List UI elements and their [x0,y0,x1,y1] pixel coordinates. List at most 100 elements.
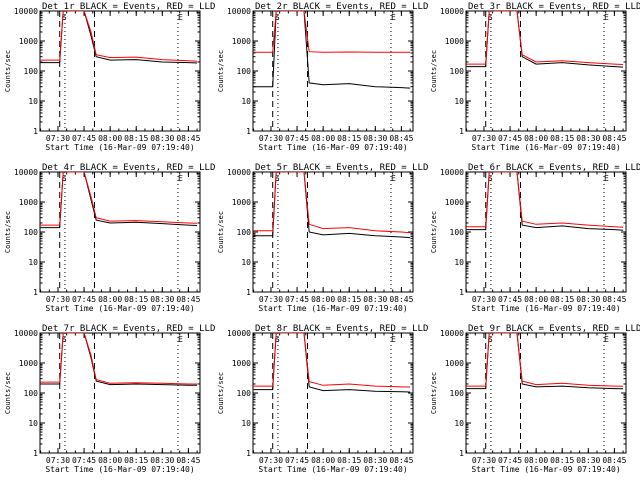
x-tick-label: 08:30 [150,456,174,465]
x-tick-label: 07:45 [498,295,522,304]
series-line-lld [253,11,411,53]
x-tick-label: 08:15 [337,456,361,465]
x-tick-label: 08:15 [124,134,148,143]
x-tick-label: 07:30 [259,456,283,465]
x-tick-label: 08:00 [311,456,335,465]
plot-frame [39,171,201,293]
y-tick-label: 100 [450,389,465,398]
panel-det-1r: Det 1r BLACK = Events, RED = LLD 1 10 100 10… [4,2,215,152]
y-tick-label: 100 [24,389,39,398]
x-tick-label: 08:00 [311,134,335,143]
x-tick-label: 08:00 [311,295,335,304]
y-tick-label: 10000 [14,7,38,16]
y-tick-label: 10000 [440,168,464,177]
x-tick-label: 07:30 [259,295,283,304]
x-axis-label: Start Time (16-Mar-09 07:19:40) [471,465,620,474]
x-tick-label: 07:45 [498,456,522,465]
plot-frame [252,332,414,454]
panel-title: Det 1r BLACK = Events, RED = LLD [42,2,215,12]
y-axis-label: Counts/sec [4,50,12,92]
plot-frame [465,10,627,132]
series-line-events [40,172,198,229]
x-tick-label: 08:15 [124,295,148,304]
x-tick-label: 08:45 [389,456,413,465]
panel-title: Det 8r BLACK = Events, RED = LLD [255,324,428,334]
panel-det-4r: Det 4r BLACK = Events, RED = LLD 1 10 100 10… [4,163,215,313]
y-tick-label: 1 [246,449,251,458]
x-tick-label: 08:45 [389,295,413,304]
end-marker-label: E [178,13,183,22]
x-tick-label: 08:00 [524,134,548,143]
end-marker-label: E [178,335,183,344]
x-axis-label: Start Time (16-Mar-09 07:19:40) [45,304,194,313]
start-marker-label: S [62,335,67,344]
series-line-events [253,172,411,239]
y-tick-label: 1 [246,288,251,297]
x-tick-label: 07:45 [72,134,96,143]
series-line-lld [253,333,411,388]
series-line-events [466,11,624,68]
end-marker-label: E [178,174,183,183]
y-tick-label: 10000 [227,168,251,177]
panel-det-3r: Det 3r BLACK = Events, RED = LLD 1 10 100 10… [430,2,640,152]
x-tick-label: 07:30 [46,456,70,465]
start-marker-label: S [275,335,280,344]
y-tick-label: 1000 [445,198,464,207]
plot-frame [39,10,201,132]
x-axis-label: Start Time (16-Mar-09 07:19:40) [45,143,194,152]
y-axis-label: Counts/sec [4,211,12,253]
panel-title: Det 4r BLACK = Events, RED = LLD [42,163,215,173]
y-tick-label: 1000 [445,37,464,46]
y-tick-label: 10000 [440,7,464,16]
y-tick-label: 100 [237,389,252,398]
plot-frame [252,171,414,293]
y-tick-label: 1000 [232,37,251,46]
y-axis-label: Counts/sec [430,372,438,414]
y-tick-label: 1000 [19,359,38,368]
panel-det-6r: Det 6r BLACK = Events, RED = LLD 1 10 100 10… [430,163,640,313]
x-tick-label: 08:30 [576,295,600,304]
x-tick-label: 08:45 [602,456,626,465]
x-tick-label: 08:30 [363,295,387,304]
x-tick-label: 07:45 [285,456,309,465]
end-marker-label: E [604,174,609,183]
x-tick-label: 08:15 [337,134,361,143]
x-tick-label: 07:45 [72,456,96,465]
y-tick-label: 10 [241,97,251,106]
y-tick-label: 10 [241,258,251,267]
x-tick-label: 08:30 [576,456,600,465]
series-line-events [40,11,198,64]
panel-title: Det 5r BLACK = Events, RED = LLD [255,163,428,173]
x-tick-label: 07:45 [285,295,309,304]
y-tick-label: 1000 [445,359,464,368]
y-tick-label: 1 [246,127,251,136]
x-tick-label: 08:15 [550,295,574,304]
y-axis-label: Counts/sec [217,372,225,414]
plot-frame [252,10,414,132]
y-tick-label: 10 [454,97,464,106]
series-line-events [40,333,198,386]
y-tick-label: 10000 [14,329,38,338]
x-tick-label: 08:30 [363,134,387,143]
series-line-lld [466,333,624,387]
y-axis-label: Counts/sec [217,50,225,92]
y-tick-label: 1000 [232,198,251,207]
panel-title: Det 9r BLACK = Events, RED = LLD [468,324,640,334]
y-tick-label: 10000 [227,329,251,338]
start-marker-label: S [275,174,280,183]
y-tick-label: 1000 [19,37,38,46]
y-tick-label: 10 [28,97,38,106]
y-tick-label: 100 [237,67,252,76]
start-marker-label: S [62,13,67,22]
x-tick-label: 07:45 [498,134,522,143]
x-tick-label: 08:30 [150,295,174,304]
start-marker-label: S [62,174,67,183]
y-tick-label: 100 [450,67,465,76]
y-tick-label: 10 [454,258,464,267]
x-tick-label: 08:00 [98,134,122,143]
x-axis-label: Start Time (16-Mar-09 07:19:40) [258,465,407,474]
y-tick-label: 100 [450,228,465,237]
y-axis-label: Counts/sec [430,211,438,253]
plot-frame [465,171,627,293]
series-line-lld [40,333,198,385]
